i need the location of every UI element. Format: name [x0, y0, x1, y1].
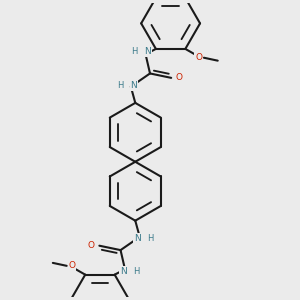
Text: H: H: [133, 267, 139, 276]
Text: O: O: [195, 53, 202, 62]
Text: N: N: [130, 81, 137, 90]
Text: O: O: [176, 74, 183, 82]
Text: H: H: [117, 81, 124, 90]
Text: N: N: [120, 267, 127, 276]
Text: O: O: [68, 261, 76, 270]
Text: H: H: [147, 234, 153, 243]
Text: N: N: [134, 234, 141, 243]
Text: H: H: [131, 47, 138, 56]
Text: N: N: [145, 47, 151, 56]
Text: O: O: [88, 241, 94, 250]
